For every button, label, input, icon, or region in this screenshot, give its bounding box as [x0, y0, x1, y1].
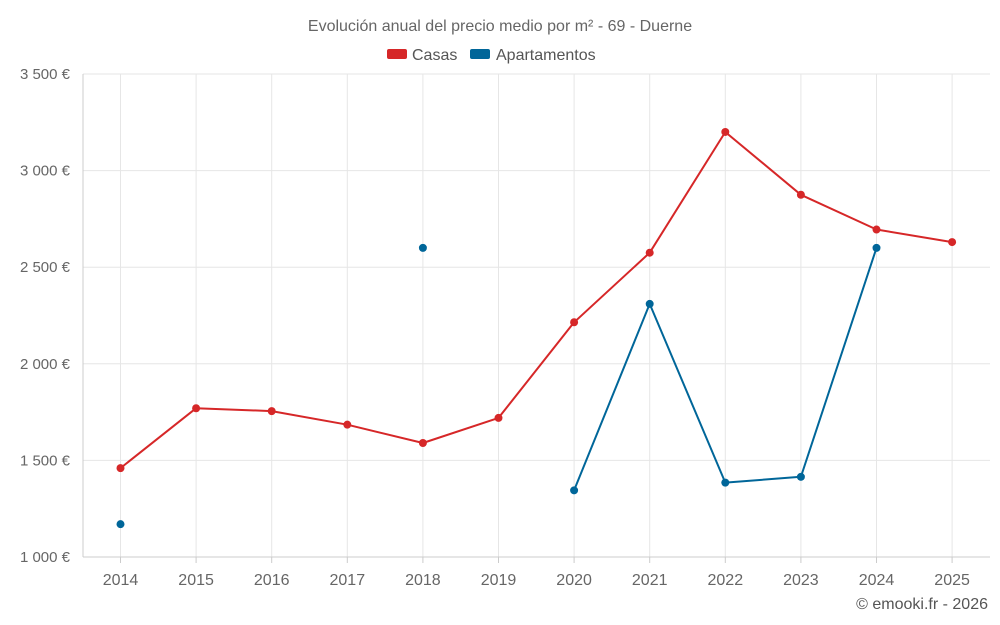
data-point-casas-2022[interactable]: [721, 127, 730, 136]
data-point-apartamentos-2014[interactable]: [116, 520, 125, 529]
series-line-casas: [119, 131, 953, 469]
data-point-casas-2014[interactable]: [116, 464, 125, 473]
data-point-apartamentos-2022[interactable]: [721, 478, 730, 487]
series-casas: [116, 127, 957, 473]
chart-title: Evolución anual del precio medio por m² …: [308, 18, 692, 35]
y-tick-label: 2 000 €: [20, 356, 71, 373]
data-point-casas-2024[interactable]: [872, 225, 881, 234]
data-point-casas-2023[interactable]: [796, 190, 805, 199]
x-tick-label: 2016: [254, 572, 290, 589]
data-point-casas-2017[interactable]: [343, 420, 352, 429]
data-point-casas-2021[interactable]: [645, 248, 654, 257]
x-tick-label: 2014: [103, 572, 139, 589]
data-point-casas-2019[interactable]: [494, 413, 503, 422]
x-tick-label: 2015: [178, 572, 214, 589]
x-tick-label: 2021: [632, 572, 668, 589]
data-point-apartamentos-2024[interactable]: [872, 243, 881, 252]
x-tick-label: 2020: [556, 572, 592, 589]
data-point-apartamentos-2023[interactable]: [796, 472, 805, 481]
x-tick-label: 2017: [330, 572, 366, 589]
grid: [83, 73, 990, 557]
legend-label-apartamentos[interactable]: Apartamentos: [496, 47, 596, 64]
y-tick-label: 3 500 €: [20, 66, 71, 83]
y-tick-label: 2 500 €: [20, 259, 71, 276]
x-tick-label: 2023: [783, 572, 819, 589]
y-tick-label: 3 000 €: [20, 163, 71, 180]
data-point-casas-2020[interactable]: [570, 318, 579, 327]
y-tick-label: 1 500 €: [20, 452, 71, 469]
data-point-casas-2018[interactable]: [418, 439, 427, 448]
legend-label-casas[interactable]: Casas: [412, 47, 457, 64]
x-tick-label: 2025: [934, 572, 970, 589]
x-tick-label: 2019: [481, 572, 517, 589]
data-point-apartamentos-2018[interactable]: [418, 243, 427, 252]
credit-text: © emooki.fr - 2026: [856, 596, 988, 613]
x-tick-label: 2018: [405, 572, 441, 589]
legend-swatch-casas[interactable]: [387, 49, 407, 59]
series-apartamentos: [116, 243, 881, 529]
axes: 1 000 € 1 500 € 2 000 € 2 500 € 3 000 € 3 500…: [20, 66, 990, 589]
legend-swatch-apartamentos[interactable]: [470, 49, 490, 59]
x-tick-label: 2024: [859, 572, 895, 589]
data-point-casas-2025[interactable]: [948, 238, 957, 247]
x-tick-label: 2022: [708, 572, 744, 589]
data-point-casas-2016[interactable]: [267, 407, 276, 416]
y-tick-label: 1 000 €: [20, 549, 71, 566]
data-point-apartamentos-2020[interactable]: [570, 486, 579, 495]
data-point-apartamentos-2021[interactable]: [645, 299, 654, 308]
data-point-casas-2015[interactable]: [192, 404, 201, 413]
legend[interactable]: Casas Apartamentos: [387, 47, 596, 64]
series-layer: [116, 127, 957, 529]
